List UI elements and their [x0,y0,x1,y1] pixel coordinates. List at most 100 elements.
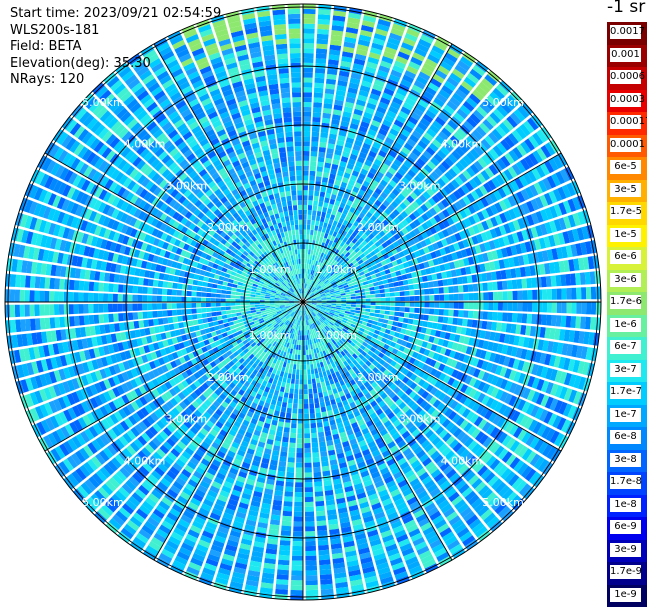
ray-bin [441,255,449,263]
ray-bin [348,314,355,318]
ray-bin [434,249,442,258]
ray-bin [481,78,494,90]
ray-bin [357,259,364,265]
ray-bin [310,280,314,286]
ray-bin [406,156,416,165]
ray-bin [331,163,339,170]
ray-bin [279,371,285,377]
ray-bin [336,139,345,147]
ray-bin [338,70,350,78]
ray-bin [588,332,595,346]
ray-bin [451,325,457,333]
ray-bin [467,284,474,292]
ray-bin [291,413,298,419]
ray-bin [567,198,577,212]
ray-bin [336,195,343,202]
ray-bin [314,190,320,197]
ray-bin [320,307,326,311]
ray-bin [416,339,424,347]
ray-bin [317,28,329,35]
ray-bin [366,322,372,328]
ray-bin [324,249,329,255]
ray-bin [311,303,317,305]
ray-bin [501,184,511,196]
ray-bin [378,150,387,158]
ray-bin [307,205,313,211]
ray-bin [432,73,445,84]
ray-bin [460,56,473,68]
ray-bin [345,239,352,246]
ray-bin [545,276,552,287]
ray-bin [383,87,395,97]
ray-bin [303,253,306,259]
ray-bin [345,232,351,239]
ray-bin [332,20,345,27]
ray-bin [355,256,362,262]
ray-bin [390,200,399,209]
ray-bin [517,302,523,312]
ray-bin [480,170,491,181]
ray-bin [437,178,446,188]
ray-bin [400,328,407,335]
ray-bin [329,44,342,51]
ray-bin [378,167,387,175]
ray-bin [358,151,367,159]
ray-bin [325,308,331,311]
ray-bin [349,256,356,262]
ray-bin [493,189,503,201]
ray-bin [320,306,326,310]
ray-bin [488,302,494,311]
ray-bin [473,292,479,301]
ray-bin [304,273,306,279]
ray-bin [327,276,333,281]
ray-bin [351,299,356,302]
ray-bin [315,176,322,182]
ray-bin [440,108,452,119]
ray-bin [401,42,414,52]
ray-bin [304,263,307,269]
ray-bin [431,322,438,330]
ray-bin [393,158,402,167]
ray-bin [303,38,315,44]
ray-bin [311,442,319,448]
ray-bin [336,298,342,300]
ray-bin [433,287,439,294]
ray-bin [400,296,405,302]
ray-bin [419,308,425,314]
ray-bin [322,177,329,183]
ray-bin [489,112,501,124]
ray-bin [332,159,340,166]
ray-bin [349,265,356,270]
ray-bin [527,375,536,388]
ray-bin [328,178,335,185]
ray-bin [348,262,354,268]
ray-bin [443,185,452,195]
ray-bin [321,460,329,467]
ray-bin [499,366,508,377]
ray-bin [312,461,321,468]
ray-bin [515,347,523,359]
ray-bin [329,229,334,236]
ray-bin [424,308,430,314]
ray-bin [396,88,408,97]
ray-bin [466,193,476,203]
ray-bin [392,241,400,248]
ray-bin [310,249,314,255]
ray-bin [416,207,425,215]
ray-bin [351,278,357,283]
ray-bin [571,344,578,358]
ray-bin [542,177,552,191]
ray-bin [472,224,480,234]
ray-bin [283,392,289,398]
ray-bin [303,345,306,351]
ray-bin [386,110,397,119]
ray-bin [371,324,377,330]
ray-bin [550,315,557,327]
ray-bin [537,251,544,263]
ray-bin [512,206,521,218]
ray-bin [293,516,303,522]
ray-bin [445,236,453,245]
ray-bin [371,229,379,237]
ray-bin [518,175,529,187]
ray-bin [291,575,303,581]
